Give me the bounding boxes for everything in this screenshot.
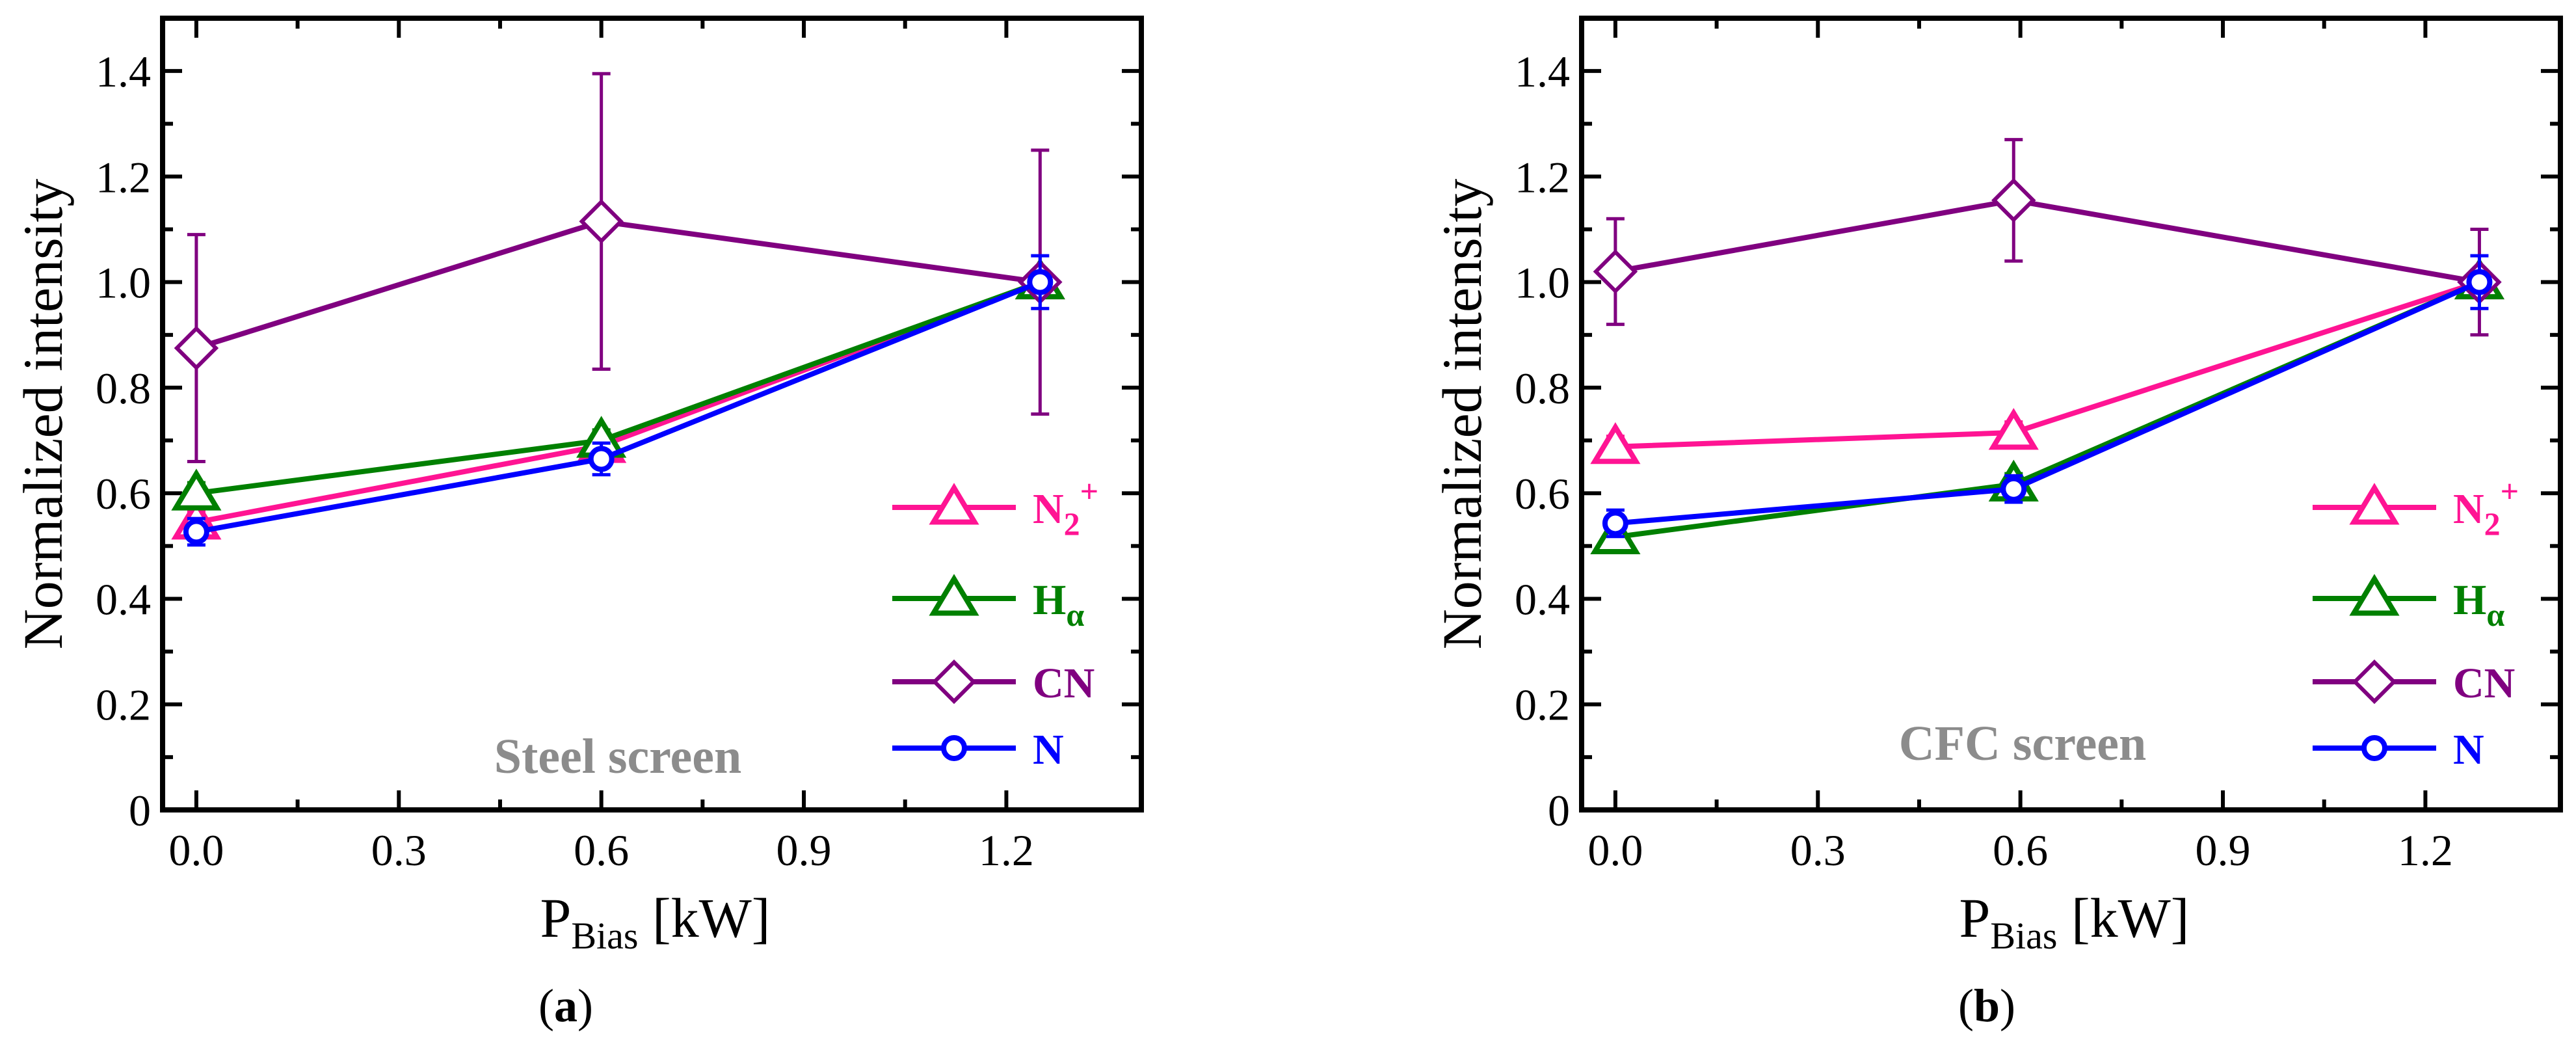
x-tick-label: 0.9 bbox=[777, 826, 832, 875]
y-axis-title: Normalized intensity bbox=[12, 179, 74, 650]
series-line bbox=[196, 282, 1040, 522]
series-N bbox=[1605, 256, 2490, 537]
y-tick-label: 0.2 bbox=[1515, 680, 1570, 730]
legend-marker bbox=[935, 662, 974, 701]
y-axis-title: Normalized intensity bbox=[1431, 179, 1493, 650]
legend-label: Hα bbox=[1033, 576, 1084, 633]
data-point bbox=[177, 329, 216, 368]
data-point bbox=[591, 448, 612, 469]
data-point bbox=[2003, 479, 2024, 500]
series-line bbox=[196, 282, 1040, 532]
x-tick-label: 1.2 bbox=[979, 826, 1034, 875]
x-tick-label: 0.3 bbox=[371, 826, 427, 875]
series-line bbox=[1615, 200, 2480, 282]
legend-entry-CN: CN bbox=[2313, 660, 2515, 707]
x-axis-title: PBias [kW] bbox=[540, 887, 771, 957]
x-tick-label: 0.0 bbox=[1587, 826, 1643, 875]
legend-entry-N2+: N2+ bbox=[2313, 473, 2519, 542]
x-axis-title: PBias [kW] bbox=[1959, 887, 2190, 957]
chart-a: 0.0 0.3 0.6 0.9 1.2 0 0.2 0.4 0.6 0.8 1.0 1.2 1.4 Nor… bbox=[12, 18, 1141, 1032]
series-CN bbox=[177, 74, 1059, 461]
data-point bbox=[1596, 252, 1635, 291]
legend-label: N bbox=[1033, 726, 1064, 773]
series-Hα bbox=[176, 263, 1060, 508]
legend-label: CN bbox=[1033, 660, 1095, 707]
series-N2+ bbox=[176, 263, 1060, 537]
series-line bbox=[1615, 282, 2480, 524]
y-tick-label: 1.0 bbox=[1515, 258, 1570, 308]
x-tick-label: 0.0 bbox=[168, 826, 224, 875]
legend-entry-N2+: N2+ bbox=[892, 473, 1098, 542]
x-tick-label: 0.9 bbox=[2196, 826, 2251, 875]
y-tick-label: 0.6 bbox=[1515, 469, 1570, 518]
data-point bbox=[1994, 181, 2033, 220]
y-tick-label: 0 bbox=[1548, 786, 1570, 835]
legend-entry-CN: CN bbox=[892, 660, 1095, 707]
series-line bbox=[1615, 282, 2480, 447]
legend-label: N bbox=[2453, 726, 2484, 773]
y-tick-label: 0.2 bbox=[96, 680, 151, 730]
y-tick-label: 1.2 bbox=[1515, 152, 1570, 202]
plot-frame bbox=[163, 18, 1141, 810]
y-tick-label: 0.4 bbox=[1515, 574, 1570, 624]
series-N2+ bbox=[1595, 263, 2500, 462]
series-CN bbox=[1596, 140, 2499, 335]
y-tick-label: 0.4 bbox=[96, 574, 151, 624]
panel-caption: (b) bbox=[1958, 980, 2015, 1032]
data-point bbox=[1605, 513, 1626, 533]
panel-annotation: CFC screen bbox=[1899, 716, 2147, 771]
x-tick-label: 0.6 bbox=[574, 826, 629, 875]
y-tick-label: 0 bbox=[129, 786, 151, 835]
figure: 0.0 0.3 0.6 0.9 1.2 0 0.2 0.4 0.6 0.8 1.0 1.2 1.4 Nor… bbox=[0, 0, 2576, 1061]
legend-marker bbox=[2355, 662, 2394, 701]
data-point bbox=[582, 202, 621, 241]
legend-marker bbox=[2364, 738, 2385, 759]
data-point bbox=[2469, 272, 2490, 293]
data-point bbox=[186, 521, 207, 542]
panel-annotation: Steel screen bbox=[494, 729, 742, 784]
y-tick-label: 1.4 bbox=[1515, 47, 1570, 96]
legend-entry-N: N bbox=[892, 726, 1064, 773]
x-tick-label: 0.3 bbox=[1790, 826, 1846, 875]
x-tick-label: 0.6 bbox=[1993, 826, 2048, 875]
y-tick-label: 1.4 bbox=[96, 47, 151, 96]
x-tick-label: 1.2 bbox=[2398, 826, 2453, 875]
legend-entry-N: N bbox=[2313, 726, 2484, 773]
legend-entry-Hα: Hα bbox=[2313, 576, 2504, 633]
y-tick-label: 0.8 bbox=[96, 364, 151, 413]
legend-marker bbox=[944, 738, 964, 759]
y-tick-label: 0.6 bbox=[96, 469, 151, 518]
y-tick-label: 1.0 bbox=[96, 258, 151, 308]
y-tick-label: 1.2 bbox=[96, 152, 151, 202]
legend-label: N2+ bbox=[1033, 473, 1098, 542]
legend-label: CN bbox=[2453, 660, 2515, 707]
legend-label: Hα bbox=[2453, 576, 2504, 633]
y-tick-label: 0.8 bbox=[1515, 364, 1570, 413]
panel-caption: (a) bbox=[538, 980, 593, 1032]
chart-b: 0.0 0.3 0.6 0.9 1.2 0 0.2 0.4 0.6 0.8 1.0 1.2 1.4 Nor… bbox=[1431, 18, 2560, 1032]
series-line bbox=[1615, 282, 2480, 537]
legend-label: N2+ bbox=[2453, 473, 2519, 542]
data-point bbox=[1029, 272, 1050, 293]
legend-entry-Hα: Hα bbox=[892, 576, 1084, 633]
